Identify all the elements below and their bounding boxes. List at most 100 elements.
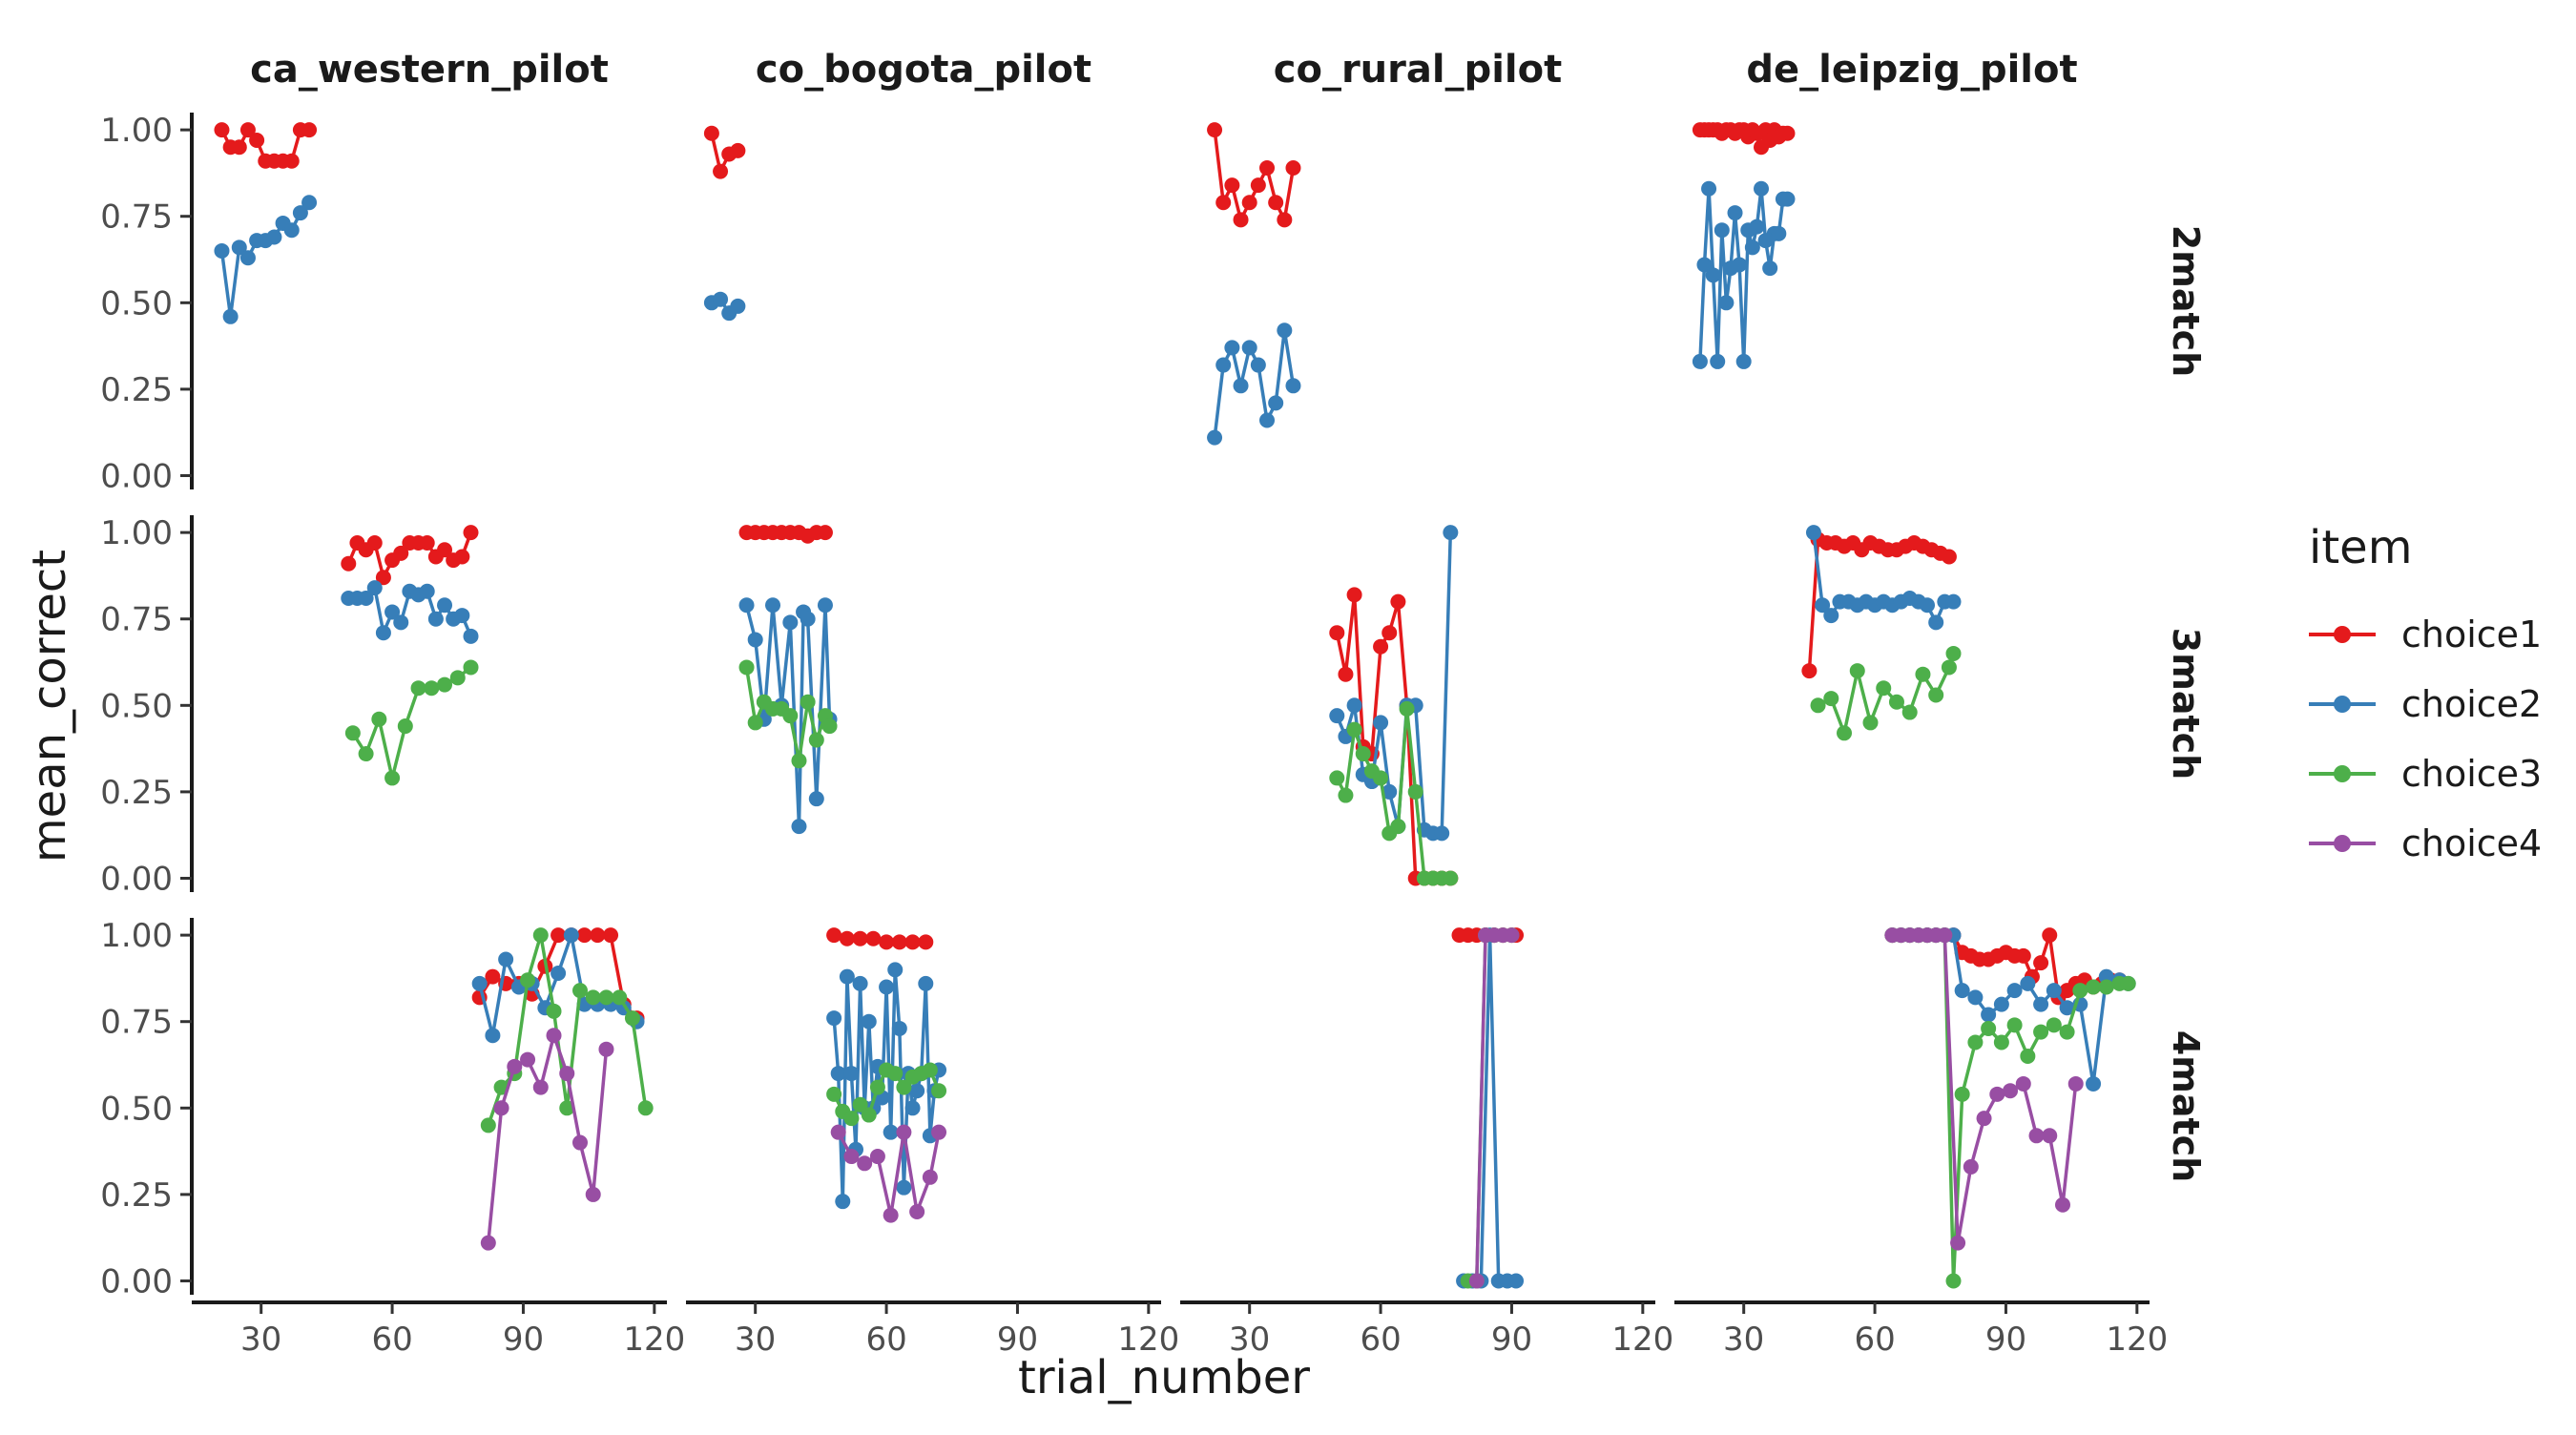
data-point bbox=[624, 1010, 640, 1027]
legend: item choice1 choice2 choice3 choice4 bbox=[2309, 521, 2542, 864]
y-tick-label: 0.75 bbox=[100, 601, 173, 639]
data-point bbox=[214, 242, 230, 259]
data-point bbox=[419, 534, 435, 551]
data-point bbox=[454, 549, 470, 565]
legend-entry-label: choice2 bbox=[2401, 683, 2542, 725]
data-point bbox=[922, 1169, 938, 1185]
data-point bbox=[703, 125, 719, 141]
data-point bbox=[852, 1096, 868, 1113]
data-point bbox=[546, 1028, 562, 1044]
data-point bbox=[1381, 783, 1398, 800]
data-point bbox=[437, 597, 453, 614]
legend-entry-label: choice4 bbox=[2401, 822, 2542, 864]
data-point bbox=[393, 545, 409, 561]
series-line bbox=[219, 201, 311, 319]
data-point bbox=[1259, 159, 1276, 176]
data-point bbox=[896, 1179, 912, 1196]
data-point bbox=[1941, 659, 1957, 676]
data-point bbox=[879, 979, 895, 995]
data-point bbox=[1346, 697, 1362, 714]
data-point bbox=[730, 142, 746, 158]
data-point bbox=[571, 1134, 588, 1151]
data-point bbox=[2033, 955, 2049, 971]
data-point bbox=[2059, 1024, 2075, 1040]
data-point bbox=[1762, 260, 1778, 277]
data-point bbox=[1390, 593, 1406, 610]
y-tick-label: 0.00 bbox=[100, 458, 173, 496]
series-line bbox=[832, 967, 941, 1203]
data-point bbox=[507, 1058, 523, 1074]
y-tick-label: 0.50 bbox=[100, 1090, 173, 1128]
data-point bbox=[551, 965, 567, 981]
data-point bbox=[1823, 691, 1839, 707]
data-point bbox=[384, 770, 401, 786]
data-point bbox=[1732, 257, 1748, 273]
data-point bbox=[1915, 666, 1931, 682]
data-point bbox=[1967, 989, 1984, 1006]
data-point bbox=[782, 614, 799, 631]
x-tick-label: 120 bbox=[2106, 1321, 2168, 1359]
x-axis-title: trial_number bbox=[1018, 1351, 1310, 1404]
data-point bbox=[1735, 353, 1752, 369]
data-point bbox=[239, 250, 256, 266]
y-tick-label: 1.00 bbox=[100, 514, 173, 552]
series-line bbox=[1892, 933, 2078, 1245]
data-point bbox=[843, 1066, 860, 1082]
data-point bbox=[576, 927, 592, 944]
data-point bbox=[852, 975, 868, 991]
data-point bbox=[713, 163, 729, 179]
data-point bbox=[909, 1204, 925, 1220]
facet-panel bbox=[1801, 525, 1962, 741]
data-point bbox=[2020, 1048, 2036, 1064]
data-point bbox=[520, 1051, 536, 1068]
data-point bbox=[808, 732, 824, 748]
facet-strips: ca_western_pilot co_bogota_pilot co_rural_… bbox=[250, 48, 2207, 1182]
facet-panel bbox=[214, 122, 318, 324]
data-point bbox=[397, 718, 413, 735]
data-point bbox=[598, 989, 614, 1006]
data-point bbox=[738, 597, 755, 614]
data-point bbox=[585, 1186, 601, 1202]
facet-row-title: 2match bbox=[2165, 225, 2207, 377]
data-point bbox=[817, 597, 833, 614]
y-tick-label: 1.00 bbox=[100, 112, 173, 150]
data-point bbox=[1277, 322, 1293, 339]
data-point bbox=[1714, 222, 1730, 239]
data-point bbox=[1993, 1034, 2009, 1050]
data-point bbox=[1705, 267, 1721, 283]
data-point bbox=[909, 1083, 925, 1099]
data-point bbox=[1801, 663, 1818, 679]
data-point bbox=[301, 195, 318, 211]
legend-entry-label: choice1 bbox=[2401, 614, 2542, 655]
data-point bbox=[1504, 927, 1520, 944]
x-tick-label: 30 bbox=[240, 1321, 281, 1359]
x-tick-label: 90 bbox=[997, 1321, 1038, 1359]
data-point bbox=[1338, 787, 1354, 803]
data-point bbox=[791, 819, 807, 835]
data-point bbox=[480, 1117, 496, 1133]
data-point bbox=[1876, 680, 1892, 697]
data-point bbox=[800, 694, 816, 710]
data-point bbox=[301, 122, 318, 138]
data-point bbox=[865, 930, 882, 946]
data-point bbox=[292, 205, 308, 221]
data-point bbox=[2033, 996, 2049, 1012]
legend-entry-label: choice3 bbox=[2401, 753, 2542, 795]
data-point bbox=[839, 968, 855, 985]
data-point bbox=[1241, 340, 1257, 356]
facet-column-title: de_leipzig_pilot bbox=[1746, 48, 2077, 92]
data-point bbox=[826, 1010, 842, 1027]
data-point bbox=[738, 659, 755, 676]
facet-panel bbox=[703, 125, 746, 322]
data-point bbox=[2006, 983, 2023, 999]
data-point bbox=[1754, 180, 1770, 197]
data-point bbox=[1963, 1158, 1979, 1175]
data-point bbox=[1727, 205, 1743, 221]
data-point bbox=[1805, 525, 1821, 541]
data-point bbox=[835, 1194, 851, 1210]
data-point bbox=[713, 291, 729, 307]
data-point bbox=[231, 239, 247, 256]
series-line bbox=[487, 1033, 609, 1243]
data-point bbox=[1381, 625, 1398, 641]
